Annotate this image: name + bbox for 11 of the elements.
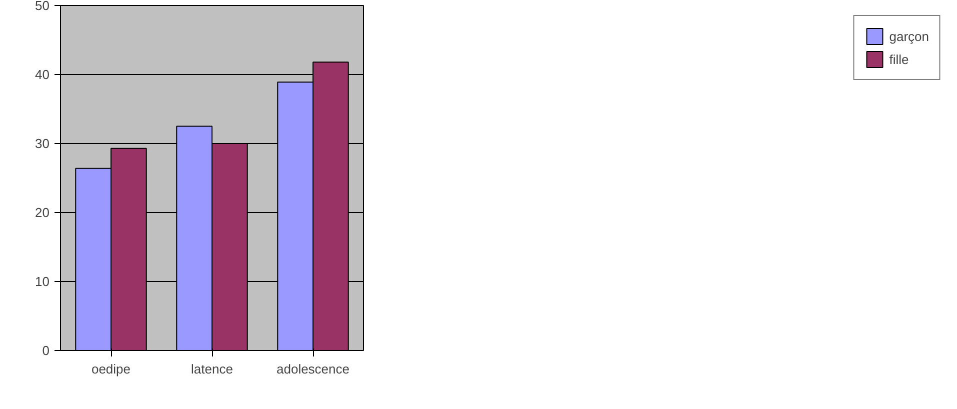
y-tick-label: 10 [35, 274, 50, 289]
x-tick-label: adolescence [276, 362, 350, 376]
y-tick-label: 20 [35, 205, 50, 220]
x-tick-label: oedipe [91, 362, 131, 376]
y-tick-label: 0 [42, 343, 50, 358]
legend-label: garçon [889, 28, 929, 44]
legend-label: fille [889, 52, 910, 66]
x-tick-label: latence [191, 362, 233, 376]
y-tick-label: 30 [35, 136, 50, 151]
y-tick-label: 50 [35, 0, 50, 13]
y-tick-label: 40 [35, 67, 50, 82]
